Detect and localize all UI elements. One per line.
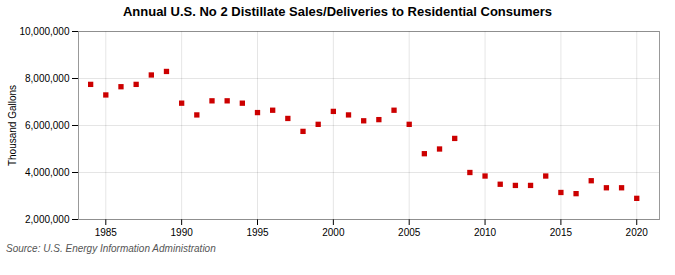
html-text:Source: U.S. Energy Informatio: Source: U.S. Energy Information Administ…	[6, 243, 216, 254]
svg-text:2000: 2000	[322, 227, 345, 238]
svg-text:2015: 2015	[550, 227, 573, 238]
svg-text:1985: 1985	[95, 227, 118, 238]
svg-text:2010: 2010	[474, 227, 497, 238]
svg-text:10,000,000: 10,000,000	[19, 26, 69, 37]
html-text:Annual U.S. No 2 Distillate Sa: Annual U.S. No 2 Distillate Sales/Delive…	[122, 4, 553, 19]
svg-text:8,000,000: 8,000,000	[25, 73, 70, 84]
svg-text:2,000,000: 2,000,000	[25, 214, 70, 225]
svg-text:1995: 1995	[246, 227, 269, 238]
svg-text:1990: 1990	[171, 227, 194, 238]
svg-text:4,000,000: 4,000,000	[25, 167, 70, 178]
svg-text:2005: 2005	[398, 227, 421, 238]
svg-text:2020: 2020	[626, 227, 649, 238]
svg-text:6,000,000: 6,000,000	[25, 120, 70, 131]
svg-text:Thousand Gallons: Thousand Gallons	[7, 85, 18, 166]
